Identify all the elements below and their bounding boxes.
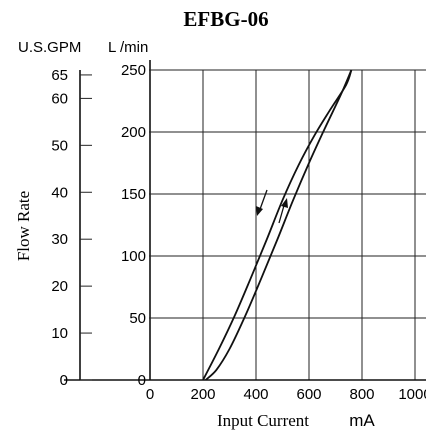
arrow-up-icon <box>278 198 288 224</box>
x-axis-label: Input Current <box>217 411 309 430</box>
x-tick-label-3: 600 <box>296 386 321 403</box>
y-tick-label-gpm-6: 60 <box>51 90 68 107</box>
y-tick-label-gpm-3: 30 <box>51 231 68 248</box>
hysteresis-arrows <box>256 189 288 224</box>
arrow-down-icon <box>256 189 268 216</box>
y-tick-label-gpm-0: 0 <box>60 372 68 389</box>
series-layer <box>202 69 353 381</box>
y-tick-label-gpm-7: 65 <box>51 67 68 84</box>
x-tick-label-0: 0 <box>146 386 154 403</box>
y-tick-label-gpm-2: 20 <box>51 278 68 295</box>
y-tick-label-lmin-0: 0 <box>138 372 146 389</box>
x-tick-label-4: 800 <box>349 386 374 403</box>
series-line-1 <box>205 69 353 381</box>
x-tick-label-1: 200 <box>190 386 215 403</box>
chart-title: EFBG-06 <box>183 7 268 31</box>
y-tick-label-lmin-2: 100 <box>121 248 146 265</box>
y-tick-label-lmin-4: 200 <box>121 124 146 141</box>
y-unit-gpm-label: U.S.GPM <box>18 39 81 56</box>
y-tick-label-lmin-3: 150 <box>121 186 146 203</box>
y-axis-label: Flow Rate <box>14 191 33 261</box>
y-tick-label-gpm-1: 10 <box>51 325 68 342</box>
y-tick-label-gpm-4: 40 <box>51 184 68 201</box>
y-unit-lmin-label: L /min <box>108 39 148 56</box>
x-unit-label: mA <box>349 411 375 430</box>
y-tick-label-gpm-5: 50 <box>51 137 68 154</box>
grid-layer <box>64 60 426 381</box>
y-tick-label-lmin-1: 50 <box>129 310 146 327</box>
y-tick-label-lmin-5: 250 <box>121 62 146 79</box>
series-line-0 <box>202 69 353 381</box>
x-tick-label-2: 400 <box>243 386 268 403</box>
